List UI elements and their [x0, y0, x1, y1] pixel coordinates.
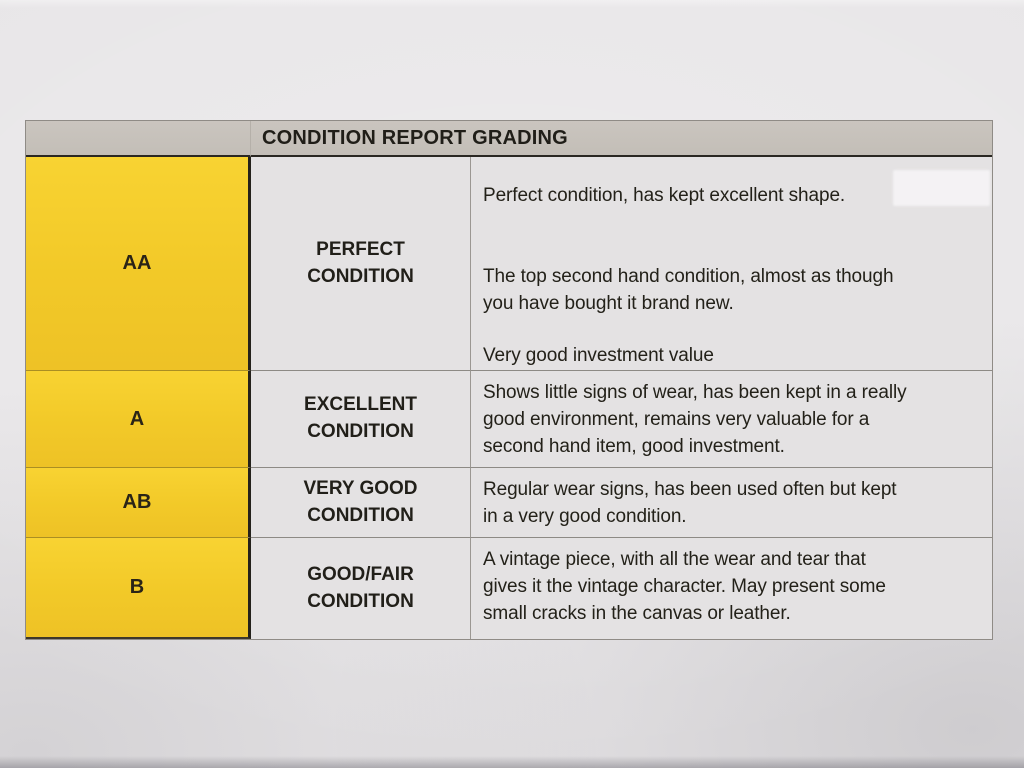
condition-name-cell-aa: PERFECT CONDITION [251, 157, 471, 371]
table-title: CONDITION REPORT GRADING [251, 121, 992, 157]
condition-name-label: PERFECT CONDITION [307, 238, 414, 287]
condition-name-cell-b: GOOD/FAIR CONDITION [251, 538, 471, 639]
description-paragraph: A vintage piece, with all the wear and t… [483, 549, 886, 624]
grade-cell-a: A [26, 371, 251, 468]
description-paragraph: The top second hand condition, almost as… [483, 266, 894, 314]
description-paragraph: Regular wear signs, has been used often … [483, 479, 897, 527]
description-cell-aa: Perfect condition, has kept excellent sh… [471, 157, 992, 371]
header-blank-cell [26, 121, 251, 157]
description-paragraph: Shows little signs of wear, has been kep… [483, 382, 907, 457]
description-cell-a: Shows little signs of wear, has been kep… [471, 371, 992, 468]
condition-name-label: EXCELLENT CONDITION [304, 394, 417, 442]
description-paragraph: Perfect condition, has kept excellent sh… [483, 185, 846, 206]
grade-cell-ab: AB [26, 468, 251, 538]
condition-name-cell-ab: VERY GOOD CONDITION [251, 468, 471, 538]
grade-cell-aa: AA [26, 157, 251, 371]
description-paragraph: Very good investment value [483, 345, 714, 366]
description-cell-ab: Regular wear signs, has been used often … [471, 468, 992, 538]
condition-name-label: GOOD/FAIR CONDITION [307, 563, 414, 612]
condition-name-label: VERY GOOD CONDITION [303, 477, 418, 526]
condition-report-grading-table: CONDITION REPORT GRADING AA PERFECT COND… [25, 120, 993, 640]
condition-name-cell-a: EXCELLENT CONDITION [251, 371, 471, 468]
grade-cell-b: B [26, 538, 251, 639]
description-cell-b: A vintage piece, with all the wear and t… [471, 538, 992, 639]
